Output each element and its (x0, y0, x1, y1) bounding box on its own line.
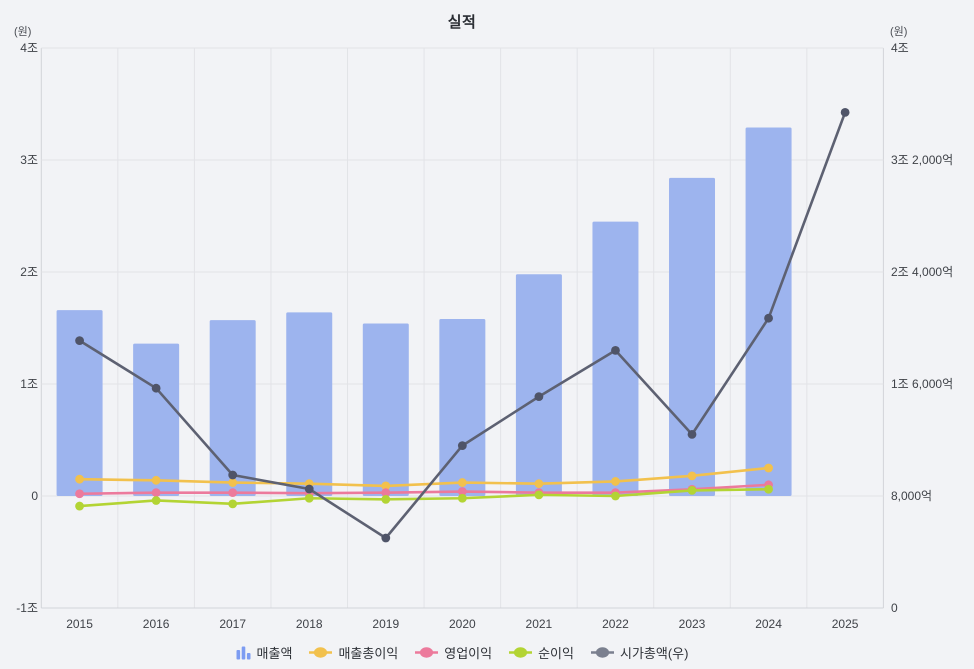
bar-revenue-2018 (286, 312, 333, 496)
point-net_profit (304, 493, 314, 503)
line-dot-icon (590, 646, 614, 659)
point-gross_profit (687, 471, 697, 481)
legend-label: 영업이익 (444, 645, 493, 661)
point-operating_profit (457, 487, 467, 496)
right-axis-tick: 3조 2,000억 (891, 153, 954, 167)
bar-revenue-2022 (592, 221, 639, 496)
point-market_cap (457, 441, 467, 450)
point-net_profit (457, 493, 467, 503)
x-axis-label-2017: 2017 (219, 617, 247, 631)
x-axis-label-2015: 2015 (66, 617, 93, 631)
bar-revenue-2020 (439, 319, 486, 496)
point-gross_profit (457, 478, 467, 487)
point-operating_profit (151, 488, 161, 498)
bar-revenue-2019 (362, 323, 409, 496)
point-market_cap (75, 336, 84, 345)
bar-chart-icon (236, 645, 251, 660)
x-axis-label-2022: 2022 (602, 617, 629, 631)
x-axis-label-2019: 2019 (372, 617, 400, 631)
bar-revenue-2023 (669, 177, 716, 497)
chart-title: 실적 (447, 14, 477, 31)
legend-item-net_profit[interactable]: 순이익 (509, 643, 574, 662)
point-market_cap (228, 470, 238, 480)
series-gross_profit (75, 463, 773, 491)
right-axis-unit: (원) (890, 26, 908, 38)
right-axis-tick: 2조 4,000억 (891, 265, 954, 279)
point-net_profit (75, 501, 84, 511)
point-gross_profit (381, 481, 391, 491)
point-net_profit (151, 496, 161, 505)
right-axis-tick: 8,000억 (891, 489, 933, 503)
point-net_profit (687, 486, 697, 495)
left-axis-tick: 3조 (20, 153, 38, 167)
x-axis-label-2018: 2018 (295, 617, 323, 631)
point-market_cap (764, 313, 773, 323)
right-axis-tick: 4조 (891, 41, 909, 55)
series-market_cap (75, 108, 850, 543)
right-axis-tick: 1조 6,000억 (891, 377, 954, 391)
line-net_profit (78, 487, 770, 508)
left-axis-tick: 4조 (20, 41, 38, 55)
point-operating_profit (381, 488, 391, 498)
bar-revenue-2016 (133, 343, 180, 496)
point-market_cap (611, 346, 620, 355)
point-market_cap (534, 392, 544, 401)
point-market_cap (687, 430, 697, 439)
legend-label: 매출총이익 (338, 645, 399, 661)
x-axis-label-2024: 2024 (755, 617, 782, 631)
right-axis-tick: 0 (891, 601, 898, 615)
line-gross_profit (78, 466, 770, 488)
series-revenue (56, 127, 792, 497)
point-net_profit (764, 484, 773, 494)
left-axis-tick: 0 (31, 489, 38, 503)
legend-item-market_cap[interactable]: 시가총액(우) (590, 643, 689, 662)
point-net_profit (534, 490, 544, 500)
point-market_cap (304, 484, 314, 494)
point-market_cap (381, 533, 391, 543)
legend-item-operating_profit[interactable]: 영업이익 (415, 643, 492, 662)
point-net_profit (381, 494, 391, 504)
left-axis-tick: 2조 (20, 265, 38, 279)
legend-label: 순이익 (538, 645, 574, 661)
left-axis-tick: -1조 (16, 601, 38, 615)
bar-revenue-2017 (209, 320, 256, 496)
legend-item-revenue[interactable]: 매출액 (236, 643, 293, 662)
point-net_profit (228, 499, 238, 509)
bar-revenue-2021 (515, 274, 562, 496)
x-axis-label-2016: 2016 (142, 617, 170, 631)
point-gross_profit (228, 478, 238, 487)
legend: 매출액 매출총이익 영업이익 순이익 시가총액(우) (41, 641, 883, 663)
point-operating_profit (228, 488, 238, 498)
left-axis-tick: 1조 (20, 377, 38, 391)
point-gross_profit (611, 477, 620, 486)
point-gross_profit (534, 479, 544, 489)
x-axis-label-2025: 2025 (831, 617, 859, 631)
point-operating_profit (75, 489, 84, 499)
point-gross_profit (151, 475, 161, 485)
point-market_cap (840, 108, 850, 117)
bar-revenue-2015 (56, 310, 103, 496)
legend-label: 매출액 (256, 645, 293, 661)
legend-label: 시가총액(우) (619, 645, 689, 661)
legend-item-gross_profit[interactable]: 매출총이익 (309, 643, 398, 662)
point-market_cap (151, 383, 161, 393)
left-axis-unit: (원) (14, 26, 32, 38)
point-net_profit (611, 491, 620, 501)
x-axis-label-2020: 2020 (448, 617, 476, 631)
line-dot-icon (309, 646, 333, 659)
x-axis-label-2023: 2023 (678, 617, 706, 631)
line-dot-icon (415, 646, 439, 659)
point-gross_profit (75, 474, 84, 484)
bar-revenue-2024 (745, 127, 792, 497)
point-gross_profit (764, 463, 773, 473)
x-axis-label-2021: 2021 (525, 617, 553, 631)
line-dot-icon (509, 646, 533, 659)
series-net_profit (75, 484, 773, 511)
